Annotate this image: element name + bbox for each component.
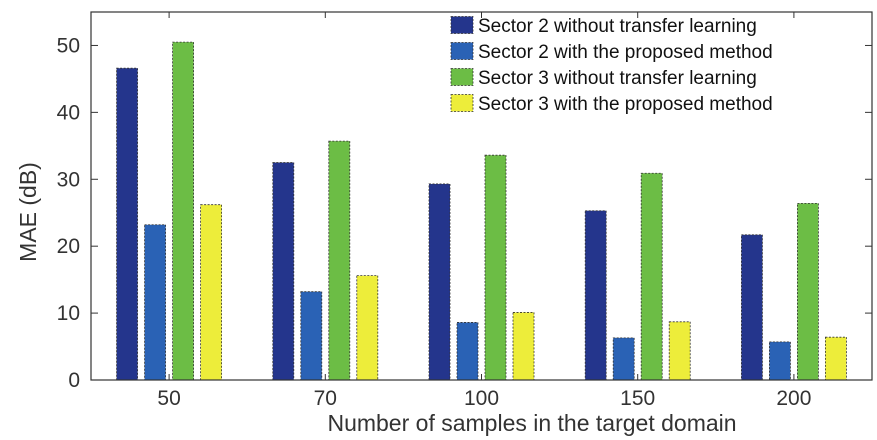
bar-200-series-3: [797, 202, 819, 381]
bar-150-series-4: [668, 321, 691, 381]
bar-50-series-1: [116, 67, 138, 381]
legend-swatch-series-3: [450, 68, 474, 86]
bar-70-series-1: [272, 162, 295, 381]
x-tick-label: 70: [314, 387, 337, 410]
bar-200-series-2: [769, 341, 791, 381]
bar-70-series-2: [300, 291, 323, 381]
legend-label-series-4: Sector 3 with the proposed method: [478, 94, 773, 115]
bar-150-series-3: [640, 172, 663, 381]
bar-200-series-1: [741, 234, 763, 381]
bar-70-series-3: [328, 140, 351, 381]
x-tick-label: 150: [620, 387, 655, 410]
x-tick-label: 100: [464, 387, 499, 410]
x-tick-label: 200: [776, 387, 811, 410]
y-tick-label: 10: [57, 302, 80, 325]
plot-frame: [90, 11, 873, 381]
bar-150-series-1: [584, 210, 607, 381]
bar-200-series-4: [825, 336, 847, 381]
bar-150-series-2: [612, 337, 635, 381]
y-tick-label: 40: [57, 101, 80, 124]
bar-100-series-3: [484, 154, 507, 381]
bar-100-series-4: [512, 312, 535, 381]
y-tick-label: 0: [68, 369, 80, 392]
y-tick-label: 30: [57, 168, 80, 191]
bars-layer: [116, 41, 847, 381]
legend-swatch-series-4: [450, 94, 474, 112]
y-tick-label: 20: [57, 235, 80, 258]
legend-label-series-2: Sector 2 with the proposed method: [478, 42, 773, 63]
bar-50-series-2: [144, 224, 167, 381]
bar-50-series-4: [200, 204, 223, 381]
bar-50-series-3: [172, 41, 195, 381]
legend-label-series-1: Sector 2 without transfer learning: [478, 16, 757, 37]
legend-swatch-series-1: [450, 16, 474, 34]
bar-70-series-4: [356, 275, 379, 381]
legend-swatch-series-2: [450, 42, 474, 60]
legend: Sector 2 without transfer learning Sector…: [450, 16, 773, 115]
x-tick-label: 50: [157, 387, 180, 410]
bar-100-series-2: [456, 322, 479, 381]
axes-layer: 50 70 100 150 200 0 10 20 30 40 50: [57, 11, 873, 410]
bar-100-series-1: [428, 183, 451, 381]
legend-label-series-3: Sector 3 without transfer learning: [478, 68, 757, 89]
y-tick-label: 50: [57, 34, 80, 57]
y-axis-title: MAE (dB): [15, 162, 41, 262]
x-axis-title: Number of samples in the target domain: [327, 410, 736, 436]
